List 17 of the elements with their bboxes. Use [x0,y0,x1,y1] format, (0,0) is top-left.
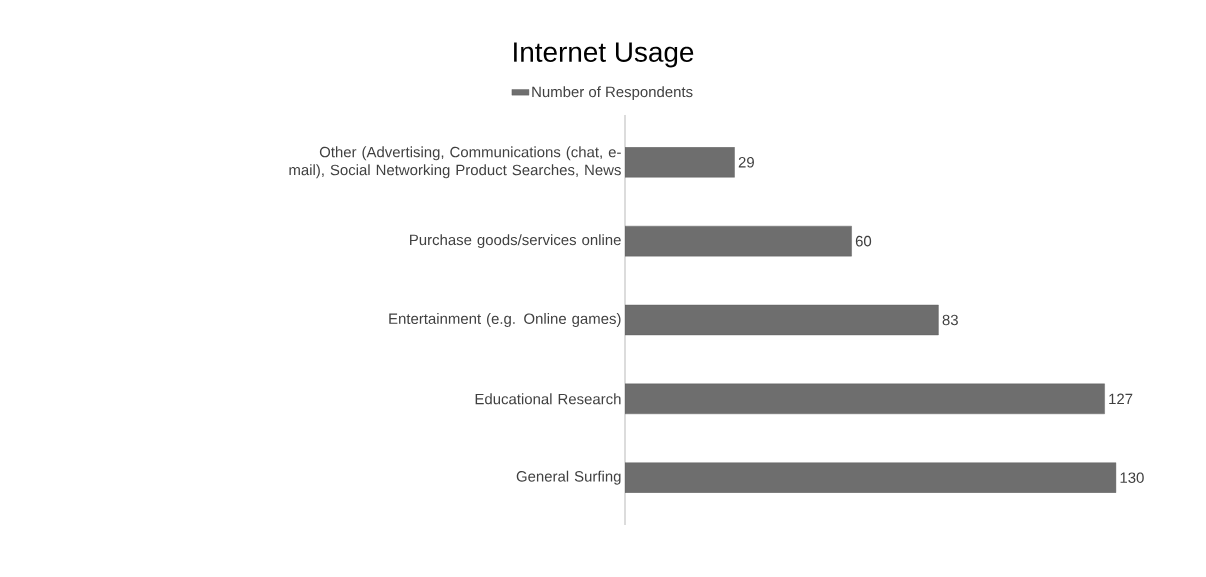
data-label: 60 [855,235,872,247]
data-label: 29 [738,157,754,168]
y-tick-label: Other (Advertising, Communications (chat, e-mail), Social Networking Product Searches, News [289,146,621,179]
y-tick-label: Entertainment (e.g. Online games) [389,313,621,327]
bar [625,304,939,336]
data-label: 127 [1109,393,1133,405]
bar [625,462,1117,493]
y-tick-label: General Surfing [516,470,621,485]
data-label: 130 [1120,472,1144,483]
bar [625,383,1105,415]
bar [625,225,852,257]
y-tick-label: Educational Research [475,393,621,405]
data-label: 83 [942,314,958,326]
chart-title: Internet Usage [514,42,694,68]
bar [625,147,735,178]
legend-label: Number of Respondents [532,86,693,101]
y-tick-label: Purchase goods/services online [410,234,621,249]
